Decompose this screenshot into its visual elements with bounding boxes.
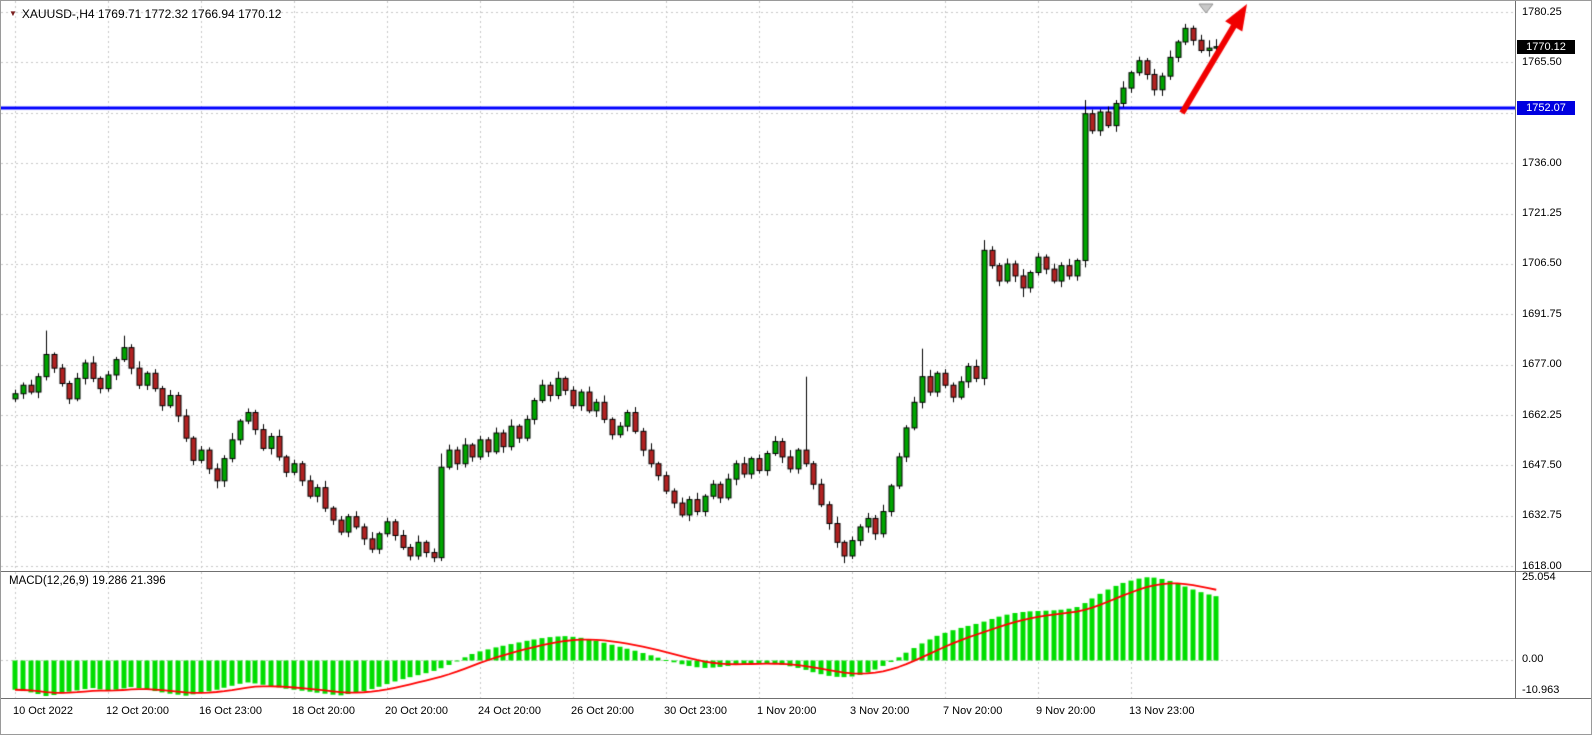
time-axis-label: 9 Nov 20:00 — [1036, 705, 1096, 717]
macd-axis-label: 0.00 — [1522, 653, 1544, 665]
price-axis-label: 1632.75 — [1522, 509, 1562, 521]
price-axis-label: 1647.50 — [1522, 459, 1562, 471]
price-axis-label: 1780.25 — [1522, 6, 1562, 18]
symbol-info: ▼ XAUUSD-,H4 1769.71 1772.32 1766.94 1770… — [9, 7, 281, 21]
price-axis-label: 1618.00 — [1522, 560, 1562, 572]
macd-indicator-label: MACD(12,26,9) 19.286 21.396 — [9, 575, 166, 587]
time-axis-label: 24 Oct 20:00 — [478, 705, 541, 717]
price-axis-label: 1721.25 — [1522, 207, 1562, 219]
time-axis-label: 1 Nov 20:00 — [757, 705, 817, 717]
time-axis-label: 7 Nov 20:00 — [943, 705, 1003, 717]
macd-axis-label: -10.963 — [1522, 684, 1560, 696]
price-axis[interactable]: 1770.12 1752.07 1780.25 1765.50 1736.00 172… — [1515, 1, 1591, 698]
time-axis[interactable]: 10 Oct 2022 12 Oct 20:00 16 Oct 23:00 18 Oc… — [1, 698, 1591, 734]
symbol-ohlc-text: XAUUSD-,H4 1769.71 1772.32 1766.94 1770.… — [21, 7, 282, 21]
panel-splitter[interactable] — [1, 571, 1591, 572]
current-price-tag: 1770.12 — [1517, 40, 1575, 54]
hline-price-tag: 1752.07 — [1517, 101, 1575, 115]
macd-axis-label: 25.054 — [1522, 571, 1556, 583]
time-axis-label: 3 Nov 20:00 — [850, 705, 910, 717]
price-axis-label: 1736.00 — [1522, 157, 1562, 169]
candlestick-chart-canvas[interactable] — [1, 1, 1515, 571]
time-axis-label: 20 Oct 20:00 — [385, 705, 448, 717]
time-axis-label: 30 Oct 23:00 — [664, 705, 727, 717]
time-axis-label: 13 Nov 23:00 — [1129, 705, 1195, 717]
macd-values-text: MACD(12,26,9) 19.286 21.396 — [9, 575, 166, 587]
price-axis-label: 1706.50 — [1522, 257, 1562, 269]
time-axis-label: 26 Oct 20:00 — [571, 705, 634, 717]
price-axis-label: 1765.50 — [1522, 56, 1562, 68]
price-axis-label: 1677.00 — [1522, 358, 1562, 370]
time-axis-label: 10 Oct 2022 — [13, 705, 73, 717]
macd-panel-canvas[interactable] — [1, 572, 1515, 698]
time-axis-label: 16 Oct 23:00 — [199, 705, 262, 717]
price-axis-label: 1662.25 — [1522, 409, 1562, 421]
time-axis-label: 18 Oct 20:00 — [292, 705, 355, 717]
symbol-dropdown-icon: ▼ — [9, 9, 17, 18]
time-axis-label: 12 Oct 20:00 — [106, 705, 169, 717]
price-axis-label: 1691.75 — [1522, 308, 1562, 320]
